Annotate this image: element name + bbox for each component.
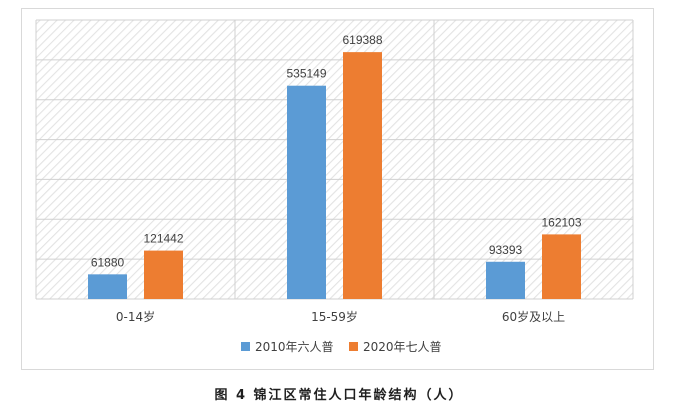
value-labels: 61880 121442 535149 619388 93393 162103 [91,33,582,269]
category-label: 60岁及以上 [502,309,565,324]
plot-area [36,20,633,299]
bar [144,250,183,299]
legend-swatch [349,342,358,351]
legend-label: 2010年六人普 [255,340,334,354]
data-label: 619388 [342,33,382,47]
legend: 2010年六人普 2020年七人普 [241,340,442,354]
data-label: 121442 [143,232,183,246]
category-label: 0-14岁 [116,309,155,324]
category-labels: 0-14岁 15-59岁 60岁及以上 [116,309,565,324]
grid-lines [35,19,634,300]
bar [542,234,581,299]
category-label: 15-59岁 [311,309,358,324]
data-label: 61880 [91,255,125,269]
bar [287,85,326,299]
data-label: 93393 [489,243,523,257]
bar [486,261,525,299]
legend-swatch [241,342,250,351]
bar [343,52,382,299]
bar [88,274,127,299]
figure-caption: 图 4 锦江区常住人口年龄结构（人） [214,388,464,403]
legend-label: 2020年七人普 [363,340,442,354]
data-label: 162103 [541,215,581,229]
bars [88,52,581,299]
data-label: 535149 [286,67,326,81]
